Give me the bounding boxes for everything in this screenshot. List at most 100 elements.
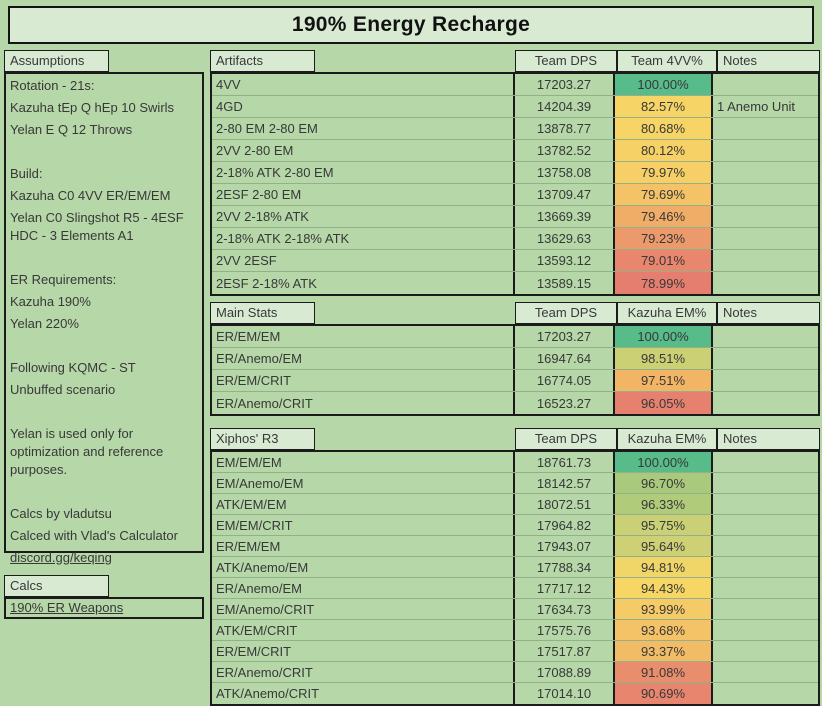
row-name-cell: ER/Anemo/CRIT xyxy=(212,662,515,682)
percent-cell: 80.68% xyxy=(615,118,713,139)
assumption-line: Unbuffed scenario xyxy=(10,379,198,401)
note-cell xyxy=(713,536,818,556)
table-row: 2ESF 2-80 EM 13709.47 79.69% xyxy=(212,184,818,206)
assumption-line: discord.gg/keqing xyxy=(10,547,198,569)
table-row: ER/EM/EM 17943.07 95.64% xyxy=(212,536,818,557)
artifacts-table-grid: 4VV 17203.27 100.00% 4GD 14204.39 82.57% 1 Ane… xyxy=(210,72,820,296)
row-name-cell: ATK/Anemo/EM xyxy=(212,557,515,577)
row-name-cell: EM/Anemo/EM xyxy=(212,473,515,493)
calcs-tab: Calcs xyxy=(4,575,109,597)
percent-cell: 91.08% xyxy=(615,662,713,682)
percent-cell: 80.12% xyxy=(615,140,713,161)
note-cell xyxy=(713,683,818,704)
xiphos-table-grid: EM/EM/EM 18761.73 100.00% EM/Anemo/EM 18142.… xyxy=(210,450,820,706)
note-cell xyxy=(713,140,818,161)
percent-cell: 96.70% xyxy=(615,473,713,493)
column-header-team-dps: Team DPS xyxy=(515,428,617,450)
assumption-line: ER Requirements: xyxy=(10,269,198,291)
percent-cell: 79.97% xyxy=(615,162,713,183)
note-cell xyxy=(713,206,818,227)
percent-cell: 100.00% xyxy=(615,74,713,95)
percent-cell: 79.23% xyxy=(615,228,713,249)
note-cell xyxy=(713,228,818,249)
assumption-line: Calcs by vladutsu xyxy=(10,503,198,525)
dps-cell: 14204.39 xyxy=(515,96,615,117)
dps-cell: 17088.89 xyxy=(515,662,615,682)
percent-cell: 78.99% xyxy=(615,272,713,294)
assumptions-panel: Rotation - 21s: Kazuha tEp Q hEp 10 Swirl… xyxy=(4,72,204,565)
discord-link[interactable]: discord.gg/keqing xyxy=(10,550,112,565)
assumption-line: Calced with Vlad's Calculator xyxy=(10,525,198,547)
assumption-line: Build: xyxy=(10,163,198,185)
note-cell xyxy=(713,348,818,369)
dps-cell: 17788.34 xyxy=(515,557,615,577)
row-name-cell: ER/Anemo/CRIT xyxy=(212,392,515,414)
row-name-cell: ATK/EM/EM xyxy=(212,494,515,514)
row-name-cell: ER/EM/CRIT xyxy=(212,370,515,391)
note-cell xyxy=(713,578,818,598)
dps-cell: 17203.27 xyxy=(515,326,615,347)
table-row: EM/Anemo/EM 18142.57 96.70% xyxy=(212,473,818,494)
table-row: 2-18% ATK 2-80 EM 13758.08 79.97% xyxy=(212,162,818,184)
row-name-cell: EM/EM/EM xyxy=(212,452,515,472)
xiphos-table-tab: Xiphos' R3 xyxy=(210,428,315,450)
dps-cell: 18142.57 xyxy=(515,473,615,493)
table-row: ER/EM/CRIT 16774.05 97.51% xyxy=(212,370,818,392)
table-row: ATK/EM/EM 18072.51 96.33% xyxy=(212,494,818,515)
column-header-kazuha-em: Kazuha EM% xyxy=(617,302,717,324)
dps-cell: 13629.63 xyxy=(515,228,615,249)
dps-cell: 16523.27 xyxy=(515,392,615,414)
row-name-cell: ATK/EM/CRIT xyxy=(212,620,515,640)
assumption-text: ER Requirements: xyxy=(10,272,117,287)
note-cell xyxy=(713,250,818,271)
table-row: 2ESF 2-18% ATK 13589.15 78.99% xyxy=(212,272,818,294)
assumption-text: Kazuha C0 4VV ER/EM/EM xyxy=(10,188,171,203)
percent-cell: 93.99% xyxy=(615,599,713,619)
dps-cell: 17717.12 xyxy=(515,578,615,598)
note-cell xyxy=(713,557,818,577)
row-name-cell: 2ESF 2-80 EM xyxy=(212,184,515,205)
table-row: 2-18% ATK 2-18% ATK 13629.63 79.23% xyxy=(212,228,818,250)
dps-cell: 13589.15 xyxy=(515,272,615,294)
table-row: 2VV 2-18% ATK 13669.39 79.46% xyxy=(212,206,818,228)
note-cell xyxy=(713,494,818,514)
dps-cell: 13758.08 xyxy=(515,162,615,183)
dps-cell: 13669.39 xyxy=(515,206,615,227)
spacer-line xyxy=(10,401,198,423)
calcs-links-box: 190% ER Weapons xyxy=(4,597,204,619)
assumption-text: Kazuha tEp Q hEp 10 Swirls xyxy=(10,100,175,115)
percent-cell: 79.69% xyxy=(615,184,713,205)
table-row: ER/Anemo/CRIT 16523.27 96.05% xyxy=(212,392,818,414)
note-cell xyxy=(713,184,818,205)
note-cell xyxy=(713,452,818,472)
row-name-cell: 2-18% ATK 2-18% ATK xyxy=(212,228,515,249)
dps-cell: 17964.82 xyxy=(515,515,615,535)
table-row: ATK/Anemo/CRIT 17014.10 90.69% xyxy=(212,683,818,704)
table-row: ER/Anemo/CRIT 17088.89 91.08% xyxy=(212,662,818,683)
assumption-text: Kazuha 190% xyxy=(10,294,91,309)
note-cell xyxy=(713,599,818,619)
dps-cell: 17943.07 xyxy=(515,536,615,556)
table-row: 2VV 2-80 EM 13782.52 80.12% xyxy=(212,140,818,162)
percent-cell: 90.69% xyxy=(615,683,713,704)
er-weapons-link[interactable]: 190% ER Weapons xyxy=(10,600,124,615)
percent-cell: 94.81% xyxy=(615,557,713,577)
row-name-cell: ER/EM/EM xyxy=(212,536,515,556)
row-name-cell: 2VV 2-80 EM xyxy=(212,140,515,161)
row-name-cell: 2ESF 2-18% ATK xyxy=(212,272,515,294)
percent-cell: 93.37% xyxy=(615,641,713,661)
percent-cell: 79.01% xyxy=(615,250,713,271)
table-row: EM/EM/EM 18761.73 100.00% xyxy=(212,452,818,473)
assumption-text: Build: xyxy=(10,166,43,181)
assumption-text: Unbuffed scenario xyxy=(10,382,116,397)
dps-cell: 17575.76 xyxy=(515,620,615,640)
assumption-line: Following KQMC - ST xyxy=(10,357,198,379)
table-row: ER/EM/EM 17203.27 100.00% xyxy=(212,326,818,348)
dps-cell: 18072.51 xyxy=(515,494,615,514)
note-cell xyxy=(713,326,818,347)
note-cell xyxy=(713,473,818,493)
note-cell xyxy=(713,515,818,535)
table-row: 2VV 2ESF 13593.12 79.01% xyxy=(212,250,818,272)
dps-cell: 17014.10 xyxy=(515,683,615,704)
